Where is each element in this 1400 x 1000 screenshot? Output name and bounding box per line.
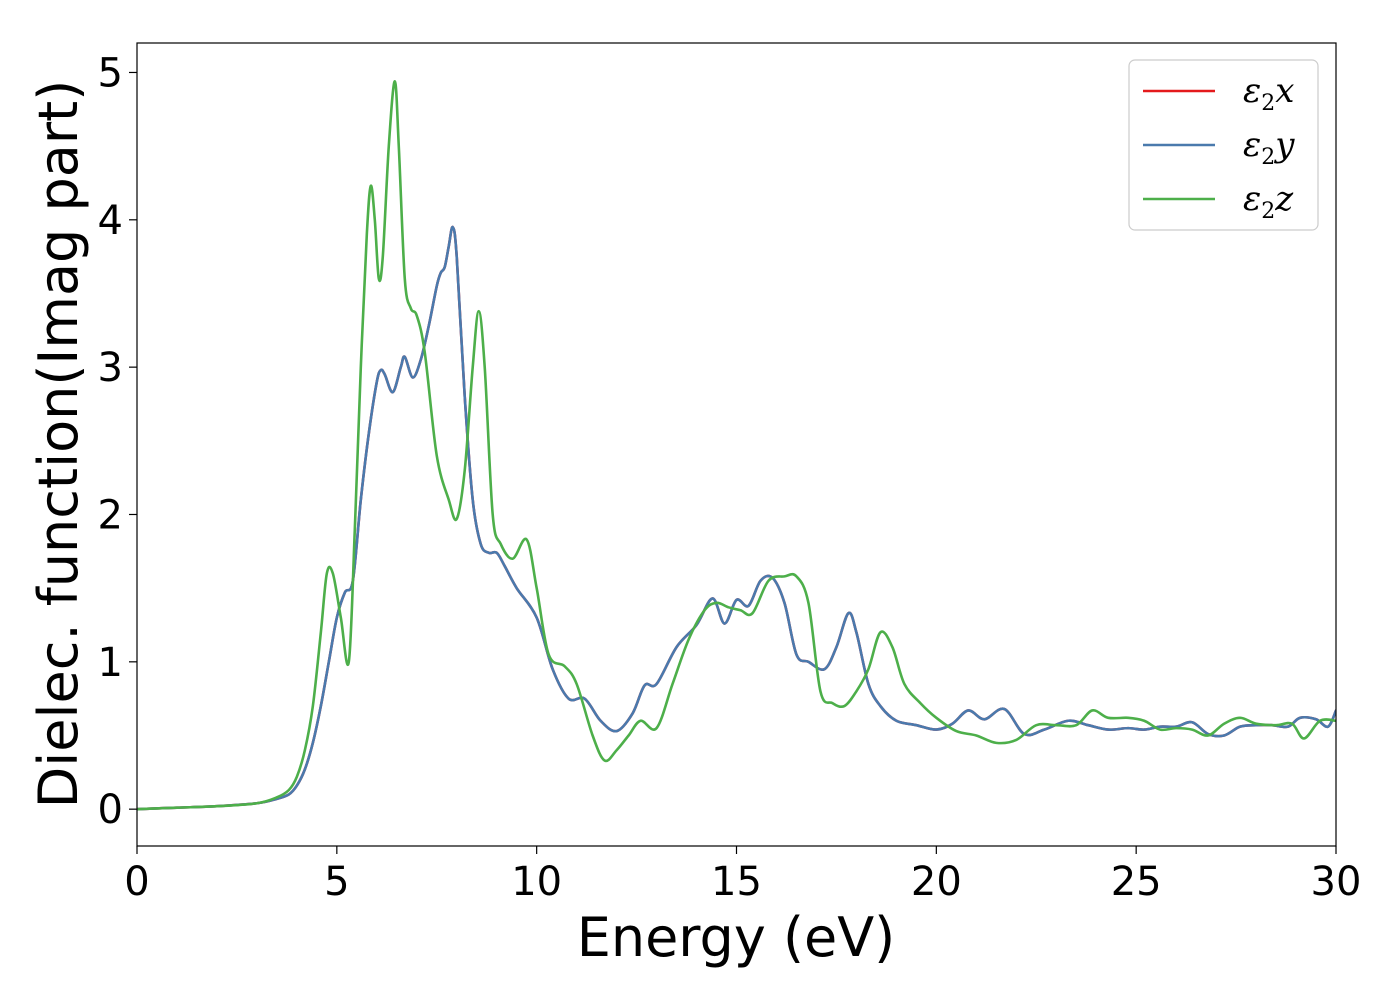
x-axis-label: Energy (eV) [577, 906, 896, 969]
x-tick-label: 5 [324, 859, 349, 905]
legend-label-2: ε2z [1243, 179, 1294, 224]
y-tick-label: 3 [98, 345, 123, 391]
legend-label-1: ε2y [1243, 125, 1295, 170]
series-layer [137, 80, 1336, 811]
y-tick-label: 2 [98, 492, 123, 538]
series-line-2 [137, 80, 1336, 811]
x-tick-label: 25 [1111, 859, 1162, 905]
x-tick-label: 15 [711, 859, 762, 905]
y-tick-label: 5 [98, 50, 123, 96]
x-tick-label: 10 [511, 859, 562, 905]
legend-items: ε2x ε2y ε2z [1143, 71, 1295, 224]
x-tick-label: 30 [1311, 859, 1362, 905]
legend-label-0: ε2x [1243, 71, 1294, 116]
y-tick-label: 1 [98, 640, 123, 686]
legend-box [1128, 59, 1319, 231]
x-tick-label: 20 [911, 859, 962, 905]
y-axis: 0 1 2 3 4 5 [98, 50, 137, 833]
x-tick-label: 0 [124, 859, 149, 905]
series-line-1 [137, 225, 1336, 811]
y-tick-label: 4 [98, 198, 123, 244]
y-tick-label: 0 [98, 787, 123, 833]
x-axis: 0 5 10 15 20 25 30 [124, 846, 1361, 905]
y-axis-label: Dielec. function(Imag part) [27, 80, 90, 809]
legend: ε2x ε2y ε2z [1128, 59, 1319, 231]
